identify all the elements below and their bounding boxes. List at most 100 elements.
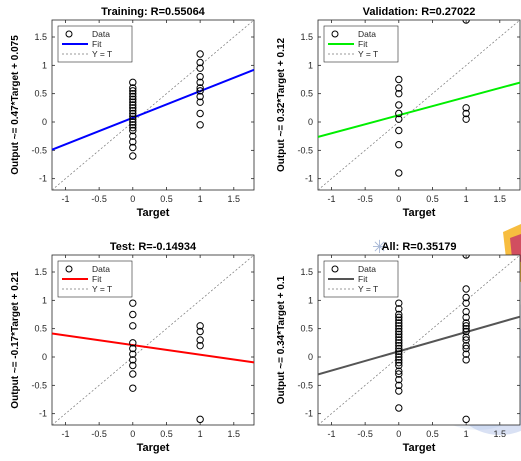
data-point [462, 324, 470, 333]
plot-title: Training: R=0.55064 [101, 6, 206, 18]
data-point [462, 322, 470, 330]
x-tick-label: -0.5 [357, 429, 373, 439]
data-point [395, 356, 403, 364]
data-point [196, 50, 204, 58]
x-axis-label: Target [403, 442, 436, 454]
data-point [395, 330, 403, 339]
legend-box [323, 260, 399, 298]
y-axis-label: Output ~= 0.47*Target + 0.075 [10, 35, 21, 175]
y-tick-label: 0 [42, 117, 47, 127]
data-point [462, 350, 470, 358]
fit-line [52, 332, 254, 364]
data-point [395, 316, 403, 324]
data-point [462, 20, 470, 24]
data-point [395, 381, 403, 390]
data-point [129, 123, 137, 132]
data-point [129, 143, 137, 152]
data-point [462, 109, 470, 118]
data-point [395, 310, 403, 319]
data-point [462, 344, 470, 353]
data-point [129, 339, 137, 347]
data-point [462, 415, 470, 424]
data-point [129, 152, 137, 160]
data-point [395, 347, 403, 356]
data-point [462, 336, 470, 344]
legend-entry: Data [358, 264, 376, 274]
data-point [395, 89, 403, 98]
data-point [395, 358, 403, 367]
data-point [395, 370, 403, 378]
x-tick-label: 0.5 [426, 194, 439, 204]
fit-line [318, 81, 520, 138]
data-point [196, 78, 204, 87]
data-point [129, 106, 137, 115]
data-point [129, 310, 137, 319]
legend-entry: Y = T [92, 284, 112, 294]
data-point [196, 415, 204, 424]
plot-title: Test: R=-0.14934 [110, 241, 197, 253]
y-tick-label: 1.5 [300, 32, 313, 42]
data-point [129, 84, 137, 92]
y-tick-label: 1 [308, 295, 313, 305]
data-point [395, 75, 403, 84]
data-point [129, 115, 137, 123]
legend-entry: Fit [92, 274, 102, 284]
data-point [395, 336, 403, 344]
fit-line [318, 315, 520, 376]
y-tick-label: 1 [42, 60, 47, 70]
identity-line [318, 255, 520, 425]
x-tick-label: 0 [396, 194, 401, 204]
y-tick-label: 1.5 [34, 32, 47, 42]
data-point [196, 98, 204, 106]
data-point [395, 126, 403, 135]
data-point [196, 121, 204, 129]
data-point [462, 341, 470, 350]
data-point [196, 327, 204, 336]
legend-data-marker [331, 30, 339, 38]
legend-entry: Data [358, 29, 376, 39]
x-tick-label: 1.5 [228, 429, 241, 439]
data-point [395, 101, 403, 109]
y-tick-label: -1 [305, 409, 313, 419]
x-tick-label: 0.5 [160, 194, 173, 204]
legend-entry: Data [92, 29, 110, 39]
y-tick-label: 1.5 [34, 267, 47, 277]
identity-line [318, 20, 520, 190]
data-point [129, 384, 137, 392]
y-tick-label: -0.5 [297, 145, 313, 155]
data-point [395, 375, 403, 384]
data-point [462, 319, 470, 327]
x-tick-label: 0.5 [426, 429, 439, 439]
data-point [395, 353, 403, 361]
y-tick-label: 1.5 [300, 267, 313, 277]
data-point [129, 138, 137, 146]
x-axis-label: Target [403, 207, 436, 219]
y-tick-label: -1 [39, 409, 47, 419]
legend-entry: Y = T [358, 49, 378, 59]
y-tick-label: -0.5 [31, 145, 47, 155]
x-tick-label: -0.5 [91, 429, 107, 439]
x-tick-label: 0 [130, 194, 135, 204]
data-point [196, 92, 204, 101]
y-tick-label: -1 [39, 174, 47, 184]
y-tick-label: 0.5 [34, 89, 47, 99]
x-tick-label: 1 [464, 194, 469, 204]
x-tick-label: 1 [464, 429, 469, 439]
x-axis-label: Target [137, 442, 170, 454]
data-point [395, 313, 403, 322]
data-point [395, 339, 403, 347]
x-tick-label: 1.5 [494, 194, 507, 204]
plot-content [52, 20, 254, 190]
data-point [196, 64, 204, 72]
data-point [395, 319, 403, 327]
data-point [196, 322, 204, 330]
x-tick-label: 1 [198, 194, 203, 204]
legend-entry: Y = T [92, 49, 112, 59]
x-tick-label: 0 [396, 429, 401, 439]
legend-entry: Fit [358, 274, 368, 284]
data-point [395, 169, 403, 177]
y-tick-label: 0.5 [300, 89, 313, 99]
